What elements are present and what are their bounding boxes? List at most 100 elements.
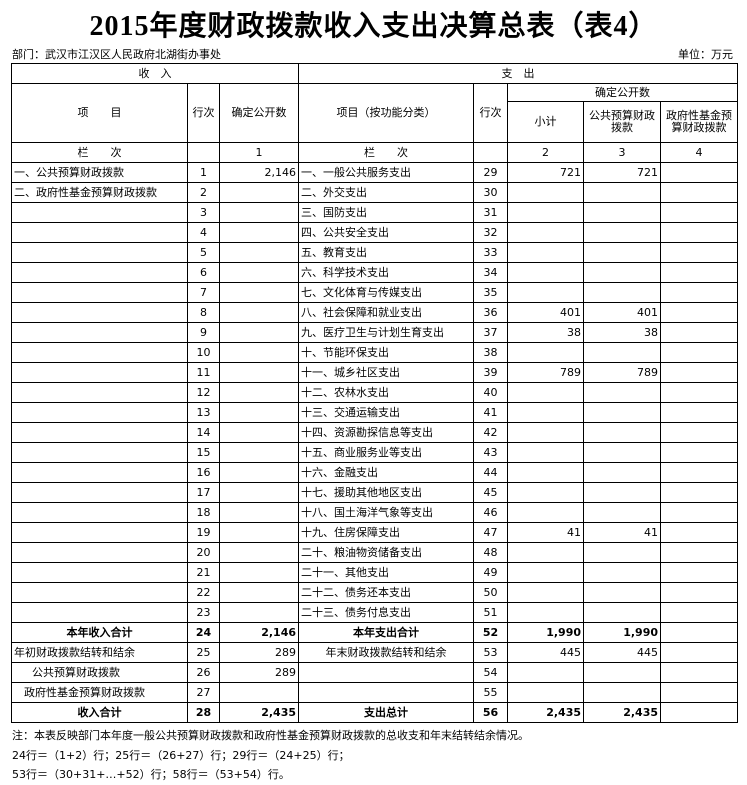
cell <box>11 382 188 403</box>
header-cell: 行次 <box>473 83 508 143</box>
cell: 八、社会保障和就业支出 <box>298 302 474 323</box>
cell <box>219 342 299 363</box>
table-row: 14 十四、资源勘探信息等支出 42 <box>11 422 738 443</box>
cell <box>11 362 188 383</box>
cell <box>219 182 299 203</box>
cell: 34 <box>473 262 508 283</box>
cell: 31 <box>473 202 508 223</box>
cell: 12 <box>187 382 220 403</box>
cell: 二、外交支出 <box>298 182 474 203</box>
table-row: 12 十二、农林水支出 40 <box>11 382 738 403</box>
cell <box>219 562 299 583</box>
cell <box>583 682 661 703</box>
cell: 289 <box>219 662 299 683</box>
cell: 721 <box>507 162 584 183</box>
header-cell: 项目（按功能分类） <box>298 83 474 143</box>
cell: 9 <box>187 322 220 343</box>
table-row: 18 十八、国土海洋气象等支出 46 <box>11 502 738 523</box>
table-row: 本年收入合计 24 2,146 本年支出合计 52 1,990 1,990 <box>11 622 738 643</box>
notes: 注：本表反映部门本年度一般公共预算财政拨款和政府性基金预算财政拨款的总收支和年末… <box>12 726 529 785</box>
cell <box>660 182 738 203</box>
cell: 26 <box>187 662 220 683</box>
cell <box>11 602 188 623</box>
cell: 35 <box>473 282 508 303</box>
cell <box>660 442 738 463</box>
cell: 收入合计 <box>11 702 188 723</box>
cell: 37 <box>473 322 508 343</box>
cell <box>660 222 738 243</box>
cell <box>11 322 188 343</box>
cell <box>583 182 661 203</box>
cell <box>219 242 299 263</box>
header-cell: 小计 <box>507 101 584 143</box>
cell <box>583 422 661 443</box>
cell <box>219 582 299 603</box>
header-cell: 3 <box>583 142 661 163</box>
cell: 20 <box>187 542 220 563</box>
cell: 28 <box>187 702 220 723</box>
cell: 2,435 <box>583 702 661 723</box>
cell <box>219 682 299 703</box>
cell: 21 <box>187 562 220 583</box>
cell: 401 <box>583 302 661 323</box>
cell: 13 <box>187 402 220 423</box>
cell: 41 <box>583 522 661 543</box>
cell: 11 <box>187 362 220 383</box>
cell <box>660 322 738 343</box>
cell: 二十二、债务还本支出 <box>298 582 474 603</box>
cell: 41 <box>473 402 508 423</box>
table-row: 16 十六、金融支出 44 <box>11 462 738 483</box>
cell: 六、科学技术支出 <box>298 262 474 283</box>
cell: 1,990 <box>583 622 661 643</box>
cell <box>583 482 661 503</box>
cell: 10 <box>187 342 220 363</box>
cell <box>11 242 188 263</box>
note-line: 53行＝（30+31+…+52）行；58行＝（53+54）行。 <box>12 768 290 781</box>
cell <box>219 482 299 503</box>
cell: 51 <box>473 602 508 623</box>
cell: 2,146 <box>219 622 299 643</box>
cell <box>507 262 584 283</box>
cell: 十六、金融支出 <box>298 462 474 483</box>
header-cell: 4 <box>660 142 738 163</box>
table-row: 15 十五、商业服务业等支出 43 <box>11 442 738 463</box>
table-row: 一、公共预算财政拨款 1 2,146 一、一般公共服务支出 29 721 721 <box>11 162 738 183</box>
cell <box>11 502 188 523</box>
header-cell: 确定公开数 <box>507 83 738 102</box>
cell: 公共预算财政拨款 <box>11 662 188 683</box>
cell: 十四、资源勘探信息等支出 <box>298 422 474 443</box>
cell: 十八、国土海洋气象等支出 <box>298 502 474 523</box>
cell <box>507 542 584 563</box>
cell <box>660 502 738 523</box>
cell <box>298 662 474 683</box>
cell <box>507 282 584 303</box>
table-row: 二、政府性基金预算财政拨款 2 二、外交支出 30 <box>11 182 738 203</box>
note-line: 24行＝（1+2）行；25行＝（26+27）行；29行＝（24+25）行； <box>12 748 350 762</box>
cell: 九、医疗卫生与计划生育支出 <box>298 322 474 343</box>
cell <box>219 542 299 563</box>
header-cell: 支 出 <box>298 63 738 84</box>
cell: 48 <box>473 542 508 563</box>
cell <box>219 362 299 383</box>
cell <box>11 342 188 363</box>
cell <box>11 522 188 543</box>
cell: 17 <box>187 482 220 503</box>
cell <box>660 202 738 223</box>
cell <box>187 142 220 163</box>
cell <box>660 642 738 663</box>
header-cell: 项 目 <box>11 83 188 143</box>
cell <box>583 442 661 463</box>
cell: 44 <box>473 462 508 483</box>
cell: 十、节能环保支出 <box>298 342 474 363</box>
cell <box>583 562 661 583</box>
table-row: 11 十一、城乡社区支出 39 789 789 <box>11 362 738 383</box>
cell: 53 <box>473 642 508 663</box>
cell: 50 <box>473 582 508 603</box>
table-row: 收入合计 28 2,435 支出总计 56 2,435 2,435 <box>11 702 738 723</box>
cell: 19 <box>187 522 220 543</box>
cell: 33 <box>473 242 508 263</box>
cell: 七、文化体育与传媒支出 <box>298 282 474 303</box>
cell: 41 <box>507 522 584 543</box>
cell <box>583 282 661 303</box>
cell <box>507 182 584 203</box>
